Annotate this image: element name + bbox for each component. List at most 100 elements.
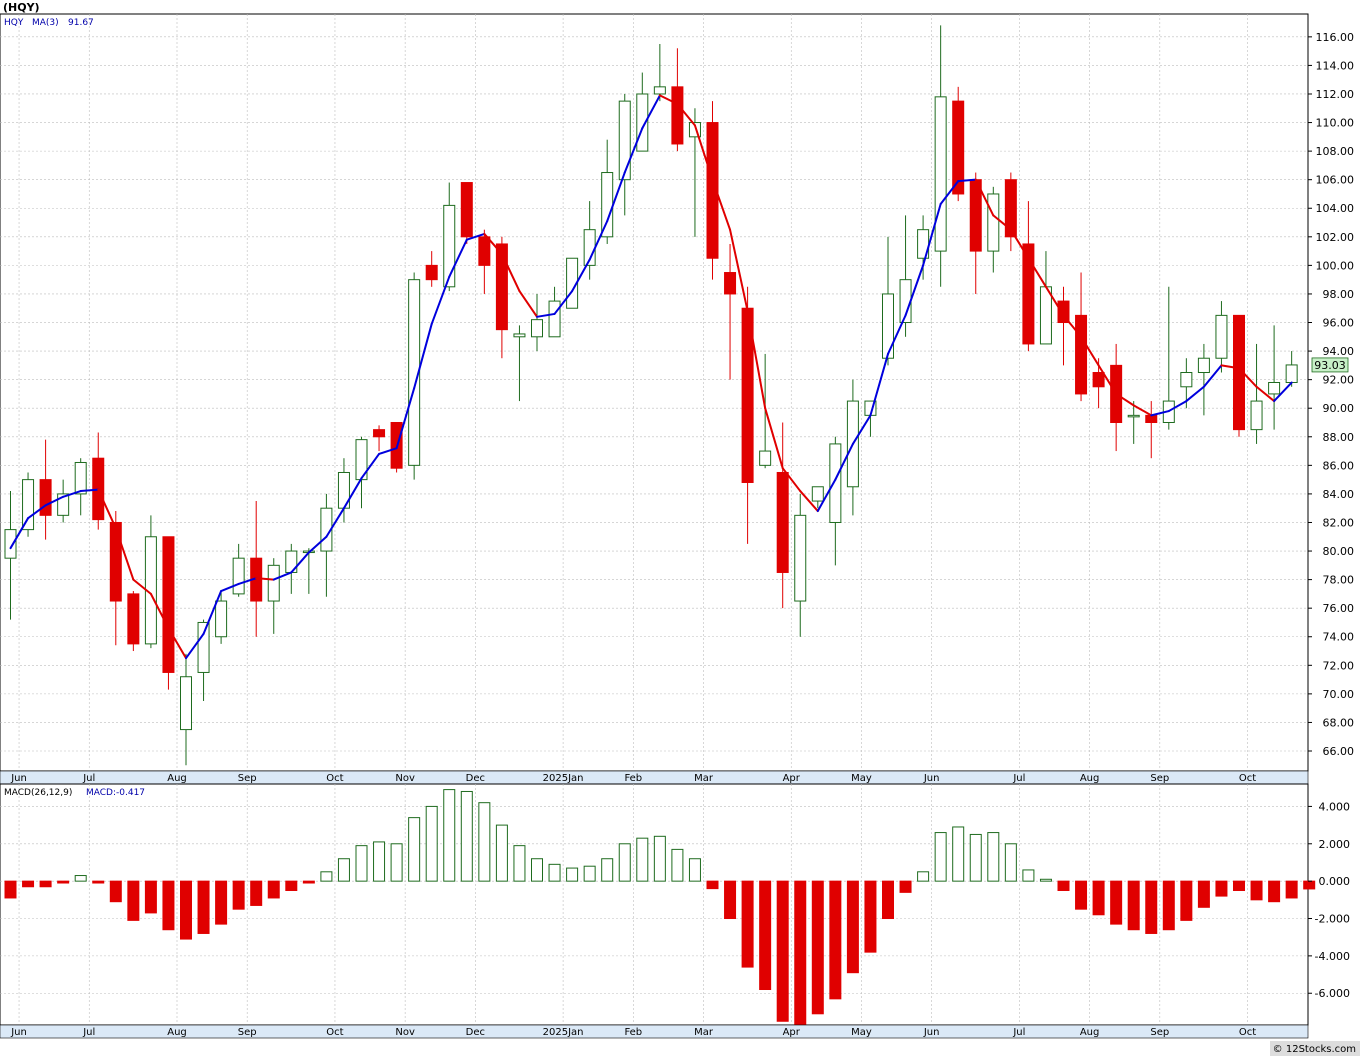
macd-bar: [495, 824, 508, 882]
candle-body: [215, 600, 228, 638]
candle-body: [460, 182, 473, 238]
macd-bar: [776, 880, 789, 1022]
macd-bar: [952, 826, 965, 882]
macd-gridlines: [0, 784, 1308, 1025]
macd-xtick-label: Nov: [395, 1027, 415, 1038]
ma-segment: [202, 590, 223, 635]
candle-body: [759, 450, 772, 466]
candle-body: [180, 676, 192, 731]
price-ytick-label: 100.00: [1316, 259, 1355, 272]
price-xtick-label: Jun: [923, 773, 940, 784]
macd-bar: [232, 880, 245, 910]
macd-xtick-label: Jun: [10, 1027, 27, 1038]
macd-bar: [618, 843, 631, 882]
candle-body: [1092, 372, 1105, 388]
macd-bar: [215, 880, 228, 925]
candle-body: [987, 193, 1000, 252]
price-ytick-label: 66.00: [1323, 745, 1355, 758]
macd-xtick-label: Jun: [923, 1027, 940, 1038]
ma-segment: [255, 577, 275, 581]
price-xtick-label: Mar: [694, 773, 714, 784]
macd-bar: [109, 880, 122, 903]
price-xtick-label: Aug: [167, 773, 187, 784]
candle-body: [636, 93, 649, 152]
macd-bar: [302, 880, 315, 884]
moving-average-line: [9, 94, 1293, 660]
ma-segment: [1220, 364, 1240, 370]
macd-bar: [724, 880, 737, 920]
candle-body: [74, 461, 87, 495]
macd-xtick-label: Sep: [238, 1027, 257, 1038]
macd-ytick-label: -4.000: [1315, 950, 1350, 963]
ma-label: MA(3): [32, 18, 59, 28]
ma-segment: [97, 488, 117, 530]
macd-bar: [671, 848, 684, 882]
macd-bar: [636, 837, 649, 882]
macd-month-axis-bar: [0, 1024, 1309, 1039]
candle-body: [1145, 414, 1158, 423]
ma-segment: [1115, 392, 1135, 407]
price-xtick-label: Nov: [395, 773, 415, 784]
macd-bar: [882, 880, 894, 920]
macd-bar: [408, 817, 421, 882]
price-ytick-label: 112.00: [1316, 88, 1355, 101]
ma-segment: [307, 535, 328, 554]
ma-segment: [588, 220, 609, 261]
macd-bar: [583, 865, 596, 882]
ma-segment: [342, 477, 363, 510]
candle-body: [443, 204, 456, 288]
candle-body: [1250, 400, 1263, 431]
ma-segment: [395, 387, 416, 450]
ma-segment: [922, 202, 942, 267]
candle-body: [162, 536, 175, 673]
candle-body: [127, 593, 140, 645]
price-xtick-label: Jul: [82, 773, 95, 784]
macd-xtick-label: Dec: [466, 1027, 485, 1038]
macd-ytick-label: 0.000: [1319, 875, 1351, 888]
macd-xtick-label: May: [851, 1027, 872, 1038]
ma-segment: [834, 442, 854, 481]
price-ytick-label: 106.00: [1316, 174, 1355, 187]
ma-segment: [658, 94, 679, 105]
ma-segment: [536, 312, 556, 318]
candle-body: [882, 293, 894, 359]
ma-segment: [185, 632, 205, 660]
ma-segment: [27, 504, 47, 520]
ma-segment: [9, 517, 30, 550]
ma-segment: [869, 352, 889, 417]
macd-bar: [1197, 880, 1210, 908]
candle-body: [267, 564, 280, 602]
macd-bar: [899, 880, 912, 893]
macd-bar: [1233, 880, 1245, 891]
ma-value: 91.67: [68, 18, 94, 28]
candle-body: [1057, 300, 1070, 324]
ma-segment: [816, 478, 837, 513]
macd-bar: [390, 843, 403, 882]
ma-segment: [974, 178, 995, 217]
candle-body: [495, 243, 508, 331]
candle-body: [934, 96, 947, 252]
ma-segment: [1273, 381, 1293, 403]
candle-body: [706, 122, 719, 259]
candle-body: [408, 279, 421, 466]
price-xtick-label: Apr: [783, 773, 801, 784]
macd-bar: [180, 880, 192, 940]
ma-segment: [746, 310, 767, 410]
price-ytick-label: 108.00: [1316, 145, 1355, 158]
macd-bar: [846, 880, 859, 974]
macd-bar: [57, 880, 70, 884]
macd-bar: [969, 833, 982, 882]
ma-segment: [518, 290, 538, 318]
price-ytick-label: 68.00: [1323, 716, 1355, 729]
price-xtick-label: Jul: [1012, 773, 1025, 784]
price-ytick-label: 80.00: [1323, 545, 1355, 558]
ma-segment: [729, 228, 749, 313]
macd-bar: [917, 871, 930, 882]
macd-x-axis: Jun Jul Aug Sep Oct Nov Dec 2025Jan Feb Mar Apr May…: [10, 1027, 1256, 1038]
price-ytick-label: 104.00: [1316, 202, 1355, 215]
macd-bar: [741, 880, 754, 968]
candle-body: [39, 479, 52, 516]
macd-bar: [478, 802, 491, 882]
ma-segment: [939, 180, 960, 205]
macd-xtick-label: Mar: [694, 1027, 714, 1038]
